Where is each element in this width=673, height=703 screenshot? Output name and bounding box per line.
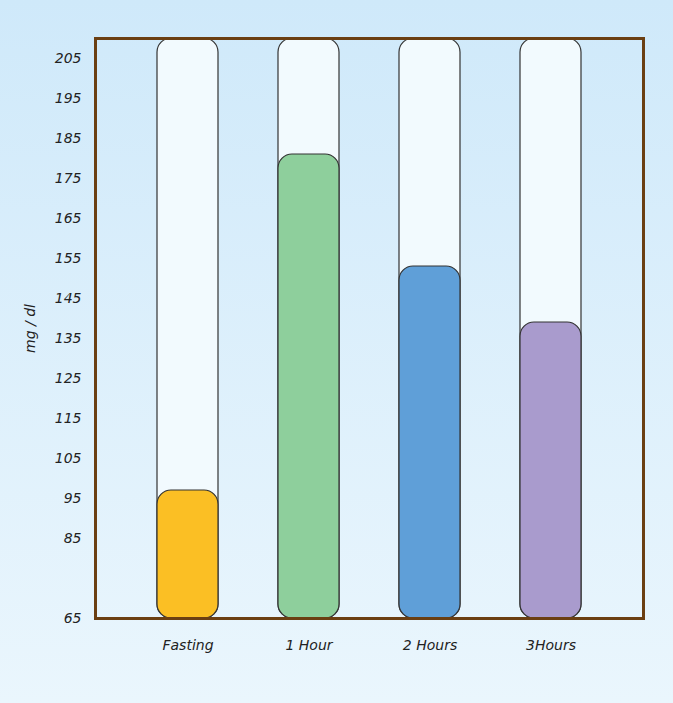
svg-text:125: 125: [55, 370, 82, 386]
svg-text:2 Hours: 2 Hours: [403, 637, 457, 653]
svg-text:65: 65: [64, 610, 82, 626]
svg-text:mg / dl: mg / dl: [22, 304, 38, 353]
svg-text:145: 145: [55, 290, 82, 306]
svg-text:85: 85: [64, 530, 82, 546]
svg-text:185: 185: [55, 130, 82, 146]
svg-text:95: 95: [64, 490, 82, 506]
svg-text:105: 105: [55, 450, 82, 466]
svg-text:115: 115: [55, 410, 82, 426]
svg-text:165: 165: [55, 210, 82, 226]
svg-text:175: 175: [55, 170, 82, 186]
svg-text:135: 135: [55, 330, 82, 346]
svg-text:205: 205: [55, 50, 82, 66]
svg-text:155: 155: [55, 250, 82, 266]
svg-text:195: 195: [55, 90, 82, 106]
svg-text:3Hours: 3Hours: [526, 637, 576, 653]
svg-text:Fasting: Fasting: [162, 637, 213, 653]
svg-text:1 Hour: 1 Hour: [285, 637, 333, 653]
